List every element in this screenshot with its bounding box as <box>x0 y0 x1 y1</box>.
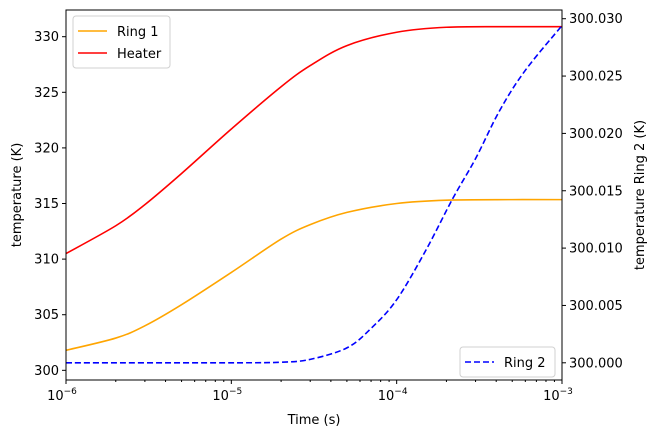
x-tick-label: 10−4 <box>378 387 408 404</box>
legend-layer: Ring 1 Heater Ring 2 <box>72 15 556 378</box>
series-layer <box>66 25 562 364</box>
y-axis-label: temperature (K) <box>10 143 25 248</box>
y-right-tick-label: 300.020 <box>569 127 623 142</box>
y-right-tick-label: 300.010 <box>569 242 623 257</box>
y-tick-label: 330 <box>34 30 59 45</box>
series-line-ring-2 <box>66 25 562 364</box>
legend-label: Heater <box>117 47 162 62</box>
x-axis-label: Time (s) <box>287 413 341 428</box>
y-right-tick-label: 300.005 <box>569 299 623 314</box>
y-right-axis-label: temperature Ring 2 (K) <box>633 120 648 270</box>
y-right-tick-label: 300.000 <box>569 356 623 371</box>
x-tick-label: 10−3 <box>543 387 573 404</box>
y-right-tick-label: 300.015 <box>569 184 623 199</box>
series-line-ring-1 <box>66 198 562 352</box>
legend-label: Ring 1 <box>117 25 159 40</box>
y-tick-label: 300 <box>34 364 59 379</box>
y-right-tick-label: 300.030 <box>569 12 623 27</box>
y-tick-label: 310 <box>34 253 59 268</box>
axes-layer: 10−6 10−5 10−4 10−3 300 305 310 315 320 325 330 300… <box>34 10 623 404</box>
y-tick-label: 320 <box>34 141 59 156</box>
legend-box <box>459 346 556 378</box>
series-line-heater <box>66 25 562 255</box>
legend-label: Ring 2 <box>504 356 546 371</box>
y-tick-label: 305 <box>34 308 59 323</box>
x-tick-label: 10−5 <box>212 387 242 404</box>
x-tick-label: 10−6 <box>47 387 77 404</box>
y-tick-label: 325 <box>34 86 59 101</box>
y-right-tick-label: 300.025 <box>569 70 623 85</box>
y-tick-label: 315 <box>34 197 59 212</box>
legend-box <box>72 15 171 69</box>
